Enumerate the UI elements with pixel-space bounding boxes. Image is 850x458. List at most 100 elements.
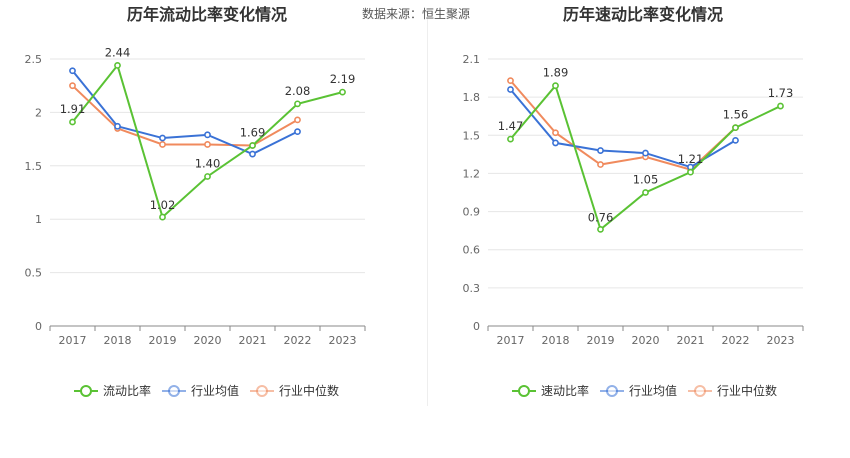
y-tick-label: 1: [35, 213, 42, 226]
legend-swatch-marker: [606, 385, 618, 397]
y-tick-label: 2: [35, 106, 42, 119]
data-label: 1.91: [60, 102, 86, 116]
data-label: 1.56: [723, 108, 749, 122]
data-point: [204, 173, 211, 180]
data-label: 1.40: [195, 156, 221, 170]
legend-swatch-marker: [256, 385, 268, 397]
data-point: [642, 149, 649, 157]
y-tick-label: 0.9: [463, 206, 481, 219]
data-point: [294, 116, 301, 124]
data-label: 1.21: [678, 152, 704, 166]
data-label: 2.44: [105, 45, 131, 59]
data-point: [507, 77, 514, 85]
series-line: [71, 84, 298, 147]
data-point: [249, 150, 256, 158]
x-tick-label: 2021: [677, 334, 705, 347]
legend-swatch-marker: [518, 385, 530, 397]
chart-svg: 历年流动比率变化情况 0 0.5 1 1.5 2 2.5 2017 2018 2019 2020 20…: [25, 5, 366, 398]
data-point: [507, 135, 514, 143]
x-tick-label: 2020: [194, 334, 222, 347]
legend-item[interactable]: 行业均值: [600, 383, 677, 398]
data-point: [159, 141, 166, 148]
data-point: [732, 136, 739, 144]
data-point: [69, 118, 76, 126]
legend-swatch-marker: [168, 385, 180, 397]
data-label: 2.19: [330, 72, 356, 86]
data-point: [687, 168, 694, 176]
data-point: [69, 82, 76, 90]
data-point: [732, 124, 739, 132]
legend-item[interactable]: 速动比率: [512, 383, 589, 398]
data-source: 数据来源：恒生聚源: [362, 5, 470, 22]
data-label: 0.76: [588, 210, 614, 224]
legend-swatch-marker: [80, 385, 92, 397]
legend-label: 行业中位数: [279, 383, 339, 398]
y-tick-label: 0: [473, 320, 480, 333]
y-tick-label: 0.5: [25, 267, 43, 280]
legend-item[interactable]: 流动比率: [74, 383, 151, 398]
legend-label: 行业均值: [629, 383, 677, 398]
chart-svg: 历年速动比率变化情况 0 0.3 0.6 0.9 1.2 1.5 1.8 2.1 2017 2018…: [463, 5, 804, 398]
data-point: [597, 225, 604, 233]
data-point: [597, 161, 604, 168]
y-tick-label: 2.1: [463, 53, 481, 66]
data-point: [339, 88, 346, 96]
data-label: 2.08: [285, 84, 311, 98]
chart-title: 历年速动比率变化情况: [563, 5, 723, 24]
legend-label: 行业中位数: [717, 383, 777, 398]
quick-ratio-chart-panel: 历年速动比率变化情况 0 0.3 0.6 0.9 1.2 1.5 1.8 2.1 2017 2018…: [428, 0, 850, 458]
y-tick-label: 2.5: [25, 53, 43, 66]
y-tick-label: 1.8: [463, 91, 481, 104]
data-point: [294, 128, 301, 136]
y-tick-label: 0: [35, 320, 42, 333]
data-point: [249, 142, 256, 149]
data-point: [159, 213, 166, 221]
data-point: [204, 141, 211, 148]
legend-swatch-marker: [694, 385, 706, 397]
data-label: 1.47: [498, 119, 524, 133]
x-tick-label: 2022: [284, 334, 312, 347]
data-source-label: 数据来源：: [362, 7, 423, 21]
x-tick-label: 2021: [239, 334, 267, 347]
data-point: [159, 134, 166, 142]
data-point: [294, 100, 301, 108]
data-point: [507, 86, 514, 93]
legend-label: 速动比率: [541, 383, 589, 398]
x-tick-label: 2023: [767, 334, 795, 347]
x-tick-label: 2023: [329, 334, 357, 347]
data-point: [642, 189, 649, 196]
x-tick-label: 2018: [542, 334, 570, 347]
data-label: 1.02: [150, 198, 176, 212]
series-line: [509, 88, 737, 169]
legend-item[interactable]: 行业中位数: [250, 383, 339, 398]
x-tick-label: 2018: [104, 334, 132, 347]
y-tick-label: 1.5: [463, 129, 481, 142]
y-tick-label: 1.5: [25, 160, 43, 173]
data-label: 1.73: [768, 86, 794, 100]
chart-title: 历年流动比率变化情况: [127, 5, 287, 24]
data-point: [552, 129, 559, 137]
x-tick-label: 2019: [149, 334, 177, 347]
panel-divider: [427, 14, 428, 406]
data-point: [114, 122, 121, 130]
x-tick-label: 2017: [59, 334, 87, 347]
x-tick-label: 2017: [497, 334, 525, 347]
y-tick-label: 0.6: [463, 244, 481, 257]
data-point: [69, 67, 76, 75]
data-label: 1.89: [543, 66, 569, 80]
data-point: [204, 131, 211, 139]
current-ratio-chart-panel: 历年流动比率变化情况 0 0.5 1 1.5 2 2.5 2017 2018 2019 2020 20…: [25, 5, 366, 398]
data-point: [597, 147, 604, 154]
legend-item[interactable]: 行业中位数: [688, 383, 777, 398]
legend-item[interactable]: 行业均值: [162, 383, 239, 398]
data-label: 1.05: [633, 173, 659, 187]
data-point: [114, 62, 121, 69]
data-source-value: 恒生聚源: [422, 7, 471, 21]
y-tick-label: 0.3: [463, 282, 481, 295]
y-tick-label: 1.2: [463, 167, 481, 180]
data-point: [552, 139, 559, 147]
legend-label: 行业均值: [191, 383, 239, 398]
x-tick-label: 2020: [632, 334, 660, 347]
data-point: [552, 82, 559, 90]
series-line: [71, 70, 298, 156]
